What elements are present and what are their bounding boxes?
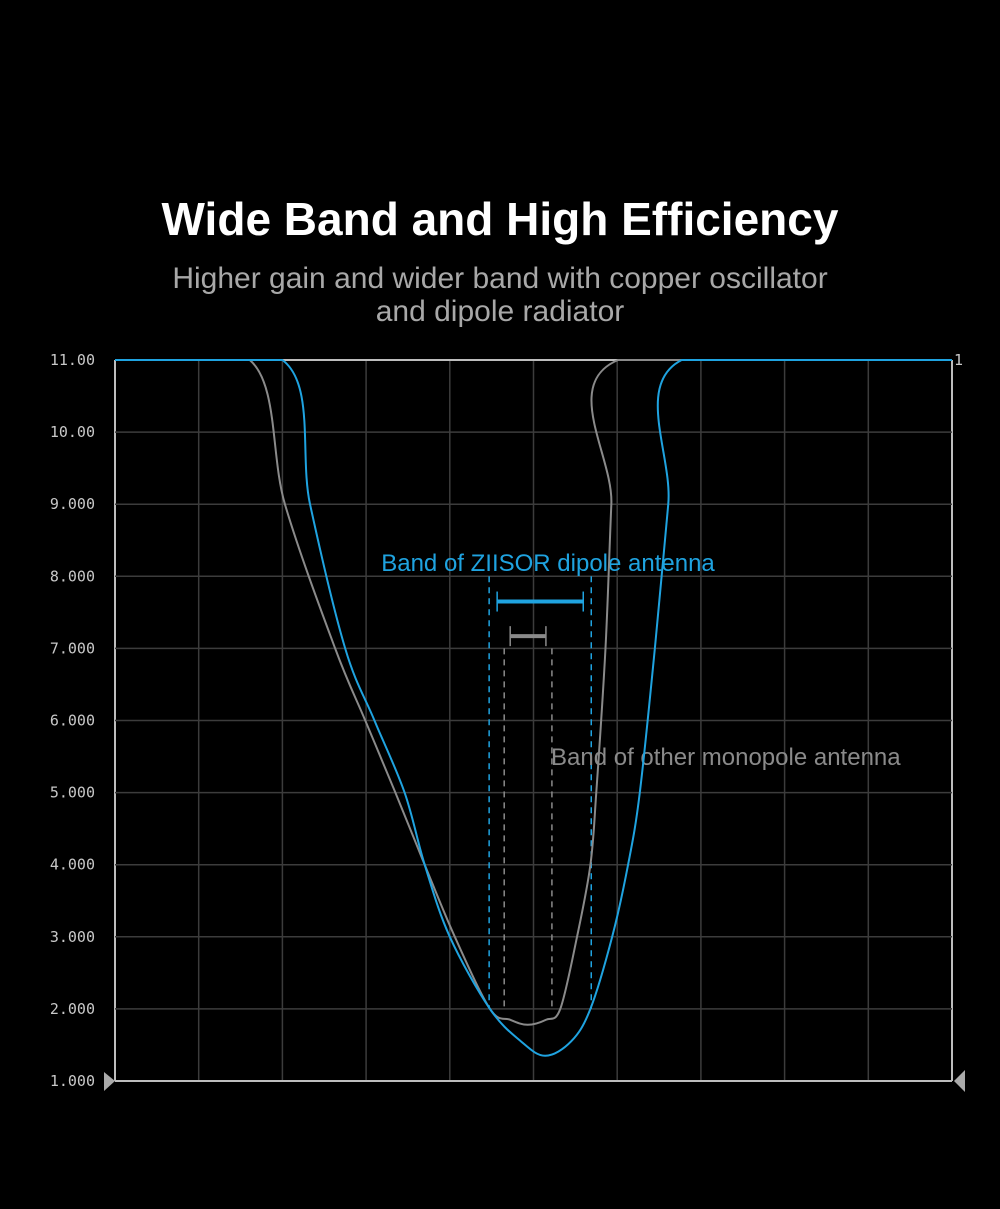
y-tick-label: 1.000 <box>50 1072 95 1090</box>
y-tick-label: 8.000 <box>50 567 95 585</box>
y-tick-label: 2.000 <box>50 1000 95 1018</box>
y-tick-label: 4.000 <box>50 856 95 874</box>
y-tick-label: 10.00 <box>50 423 95 441</box>
subtitle-line-1: Higher gain and wider band with copper o… <box>172 262 828 295</box>
corner-label: 1 <box>954 351 963 369</box>
y-tick-label: 5.000 <box>50 784 95 802</box>
series-lines <box>115 358 952 1057</box>
y-tick-label: 9.000 <box>50 495 95 513</box>
y-tick-label: 11.00 <box>50 351 95 369</box>
dipole-band-label: Band of ZIISOR dipole antenna <box>381 550 715 577</box>
left-axis-marker-icon <box>104 1072 115 1091</box>
dipole-series-line <box>115 358 952 1057</box>
subtitle-line-2: and dipole radiator <box>375 295 625 328</box>
band-annotations: Band of ZIISOR dipole antenna Band of oth… <box>381 550 901 1009</box>
page-title: Wide Band and High Efficiency <box>161 193 839 245</box>
y-tick-label: 7.000 <box>50 639 95 657</box>
right-axis-marker-icon <box>954 1070 965 1092</box>
y-tick-label: 6.000 <box>50 712 95 730</box>
monopole-band-label: Band of other monopole antenna <box>551 744 901 771</box>
monopole-series-line <box>115 358 952 1026</box>
grid <box>114 359 953 1082</box>
y-tick-label: 3.000 <box>50 928 95 946</box>
page-subtitle: Higher gain and wider band with copper o… <box>0 262 1000 328</box>
y-axis-ticks: 11.00 10.00 9.000 8.000 7.000 6.000 5.000 4.000… <box>50 351 95 1090</box>
